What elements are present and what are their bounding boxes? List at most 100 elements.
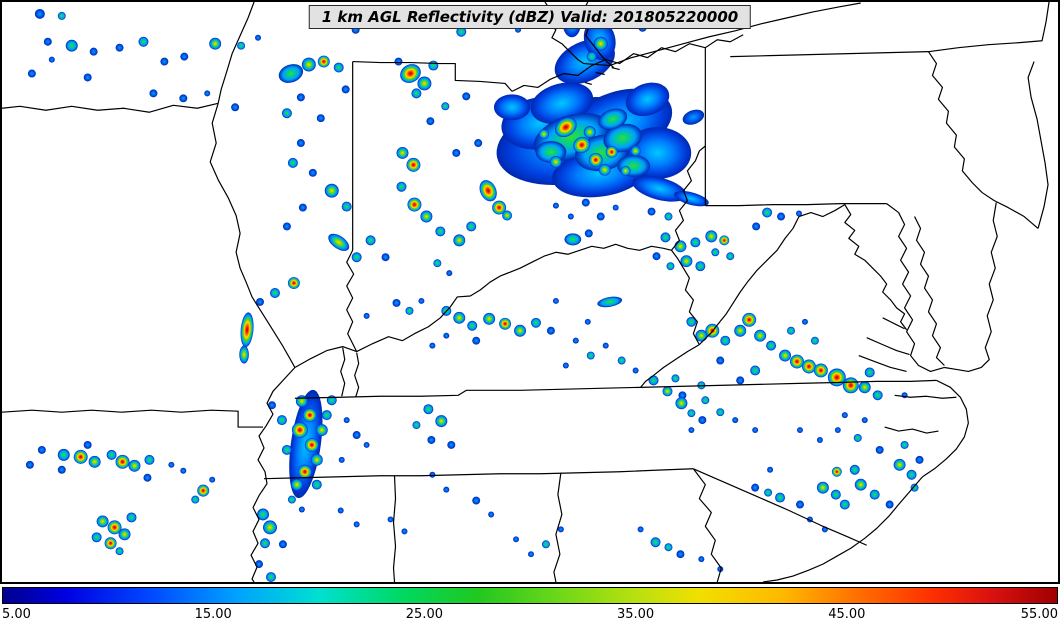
state-border <box>511 34 744 92</box>
radar-cell <box>698 556 705 563</box>
radar-cell <box>648 375 659 386</box>
radar-cell <box>417 76 432 91</box>
radar-cell <box>690 237 701 248</box>
radar-cell <box>260 538 270 549</box>
state-borders-layer <box>2 2 1050 582</box>
radar-cell <box>287 495 296 504</box>
radar-cell <box>605 146 618 158</box>
radar-cell <box>83 73 92 82</box>
radar-cell <box>583 126 596 139</box>
state-border <box>866 337 910 356</box>
radar-cell <box>853 434 862 442</box>
radar-cell <box>682 109 705 125</box>
radar-cell <box>298 203 307 212</box>
radar-cell <box>308 168 317 177</box>
colorbar-tick-label: 55.00 <box>1020 607 1058 622</box>
radar-cell <box>637 526 644 533</box>
radar-cell <box>810 336 819 345</box>
colorbar-tick-label: 15.00 <box>194 607 232 622</box>
radar-cell <box>502 210 513 221</box>
radar-cell <box>875 445 884 454</box>
radar-cell <box>676 550 685 559</box>
radar-cell <box>695 329 708 342</box>
state-border <box>927 51 1039 229</box>
radar-cell <box>572 337 579 344</box>
radar-cell <box>287 157 298 168</box>
state-border <box>884 426 939 434</box>
radar-cell <box>816 437 823 443</box>
radar-cell <box>381 253 390 262</box>
radar-cell <box>326 395 337 406</box>
radar-cell <box>429 471 436 478</box>
radar-cell <box>796 427 803 434</box>
radar-cell <box>302 408 317 423</box>
radar-cell <box>456 26 467 37</box>
radar-cell <box>420 210 433 223</box>
radar-cell <box>834 427 841 434</box>
radar-cell <box>716 408 725 417</box>
radar-cell <box>555 117 577 138</box>
radar-cell <box>418 297 425 304</box>
radar-cell <box>671 374 680 383</box>
radar-cell <box>795 210 802 217</box>
state-border <box>294 379 937 399</box>
radar-cell <box>57 11 66 20</box>
radar-cell <box>257 508 269 521</box>
radar-cell <box>338 456 345 463</box>
radar-cell <box>750 365 761 376</box>
radar-cell <box>65 39 78 52</box>
radar-cell <box>742 312 757 327</box>
state-border <box>698 216 800 346</box>
radar-cell <box>443 332 450 339</box>
radar-cell <box>492 200 507 215</box>
radar-cell <box>168 461 175 468</box>
radar-cell <box>652 252 661 261</box>
radar-cell <box>407 197 422 212</box>
radar-cell <box>688 427 695 434</box>
radar-cell <box>872 390 883 401</box>
radar-cell <box>801 359 816 374</box>
radar-cell <box>311 479 322 490</box>
radar-cell <box>281 444 292 455</box>
radar-cell <box>564 233 582 246</box>
radar-cell <box>734 324 747 337</box>
radar-cell <box>546 326 555 335</box>
radar-cell <box>552 297 559 304</box>
radar-cell <box>394 57 403 66</box>
radar-cell <box>426 117 435 126</box>
radar-cell <box>48 56 55 63</box>
radar-cell <box>180 467 187 474</box>
radar-cell <box>352 431 361 439</box>
radar-cell <box>278 64 304 83</box>
radar-cell <box>405 306 414 315</box>
state-border <box>583 2 861 67</box>
radar-cell <box>269 288 280 298</box>
state-border <box>611 66 620 71</box>
radar-cell <box>27 69 36 78</box>
radar-cell <box>237 41 246 50</box>
radar-cell <box>315 424 328 437</box>
state-border <box>250 367 296 582</box>
radar-cell <box>43 37 52 46</box>
radar-cell <box>317 55 330 68</box>
state-border <box>584 81 592 86</box>
radar-cell <box>297 464 312 479</box>
state-border <box>763 476 923 582</box>
radar-cell <box>674 240 687 253</box>
radar-cell <box>304 437 319 452</box>
state-border <box>705 203 887 207</box>
radar-cell <box>673 191 709 207</box>
radar-cell <box>596 212 605 221</box>
radar-cell <box>427 436 436 444</box>
radar-cell <box>180 52 189 61</box>
radar-cell <box>433 259 442 268</box>
radar-cell <box>752 222 761 231</box>
state-border <box>898 212 945 373</box>
radar-cell <box>106 449 117 460</box>
radar-cell <box>333 62 344 73</box>
radar-cell <box>204 90 211 97</box>
radar-cell <box>126 512 137 523</box>
radar-cell <box>752 427 759 434</box>
radar-cell <box>632 367 639 374</box>
radar-cell <box>396 181 407 192</box>
